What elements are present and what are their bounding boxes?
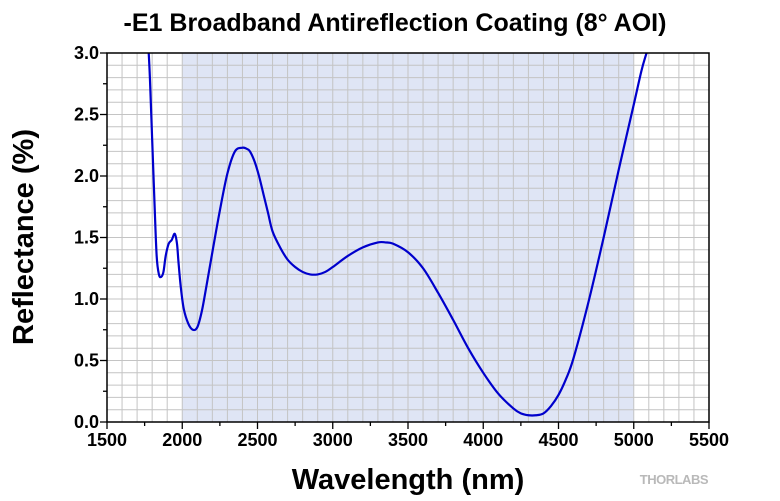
chart-title: -E1 Broadband Antireflection Coating (8°…: [124, 9, 667, 37]
grid: [107, 53, 709, 422]
y-tick-labels: 0.0 0.5 1.0 1.5 2.0 2.5 3.0: [74, 43, 99, 432]
plot-frame: [106, 52, 710, 423]
x-tick-label: 2500: [237, 430, 277, 450]
thorlabs-logo: THORLABS: [640, 472, 710, 487]
y-tick-label: 3.0: [74, 43, 99, 63]
x-tick-label: 1500: [87, 430, 127, 450]
x-tick-label: 5500: [689, 430, 729, 450]
y-tick-label: 0.5: [74, 351, 99, 371]
y-tick-label: 2.5: [74, 105, 99, 125]
reflectance-series-line: [147, 53, 648, 417]
y-axis-title: Reflectance (%): [8, 129, 40, 345]
x-tick-label: 3000: [313, 430, 353, 450]
x-tick-label: 4000: [463, 430, 503, 450]
y-tick-label: 0.0: [74, 412, 99, 432]
x-tick-label: 5000: [614, 430, 654, 450]
x-tick-label: 3500: [388, 430, 428, 450]
x-tick-label: 2000: [162, 430, 202, 450]
y-tick-label: 1.0: [74, 289, 99, 309]
thorlabs-logo-text: THORLABS: [640, 472, 709, 487]
y-tick-label: 2.0: [74, 166, 99, 186]
y-tick-label: 1.5: [74, 228, 99, 248]
x-tick-labels: 1500 2000 2500 3000 3500 4000 4500 5000 5500: [87, 430, 729, 450]
x-axis-title: Wavelength (nm): [292, 464, 525, 496]
x-tick-label: 4500: [538, 430, 578, 450]
